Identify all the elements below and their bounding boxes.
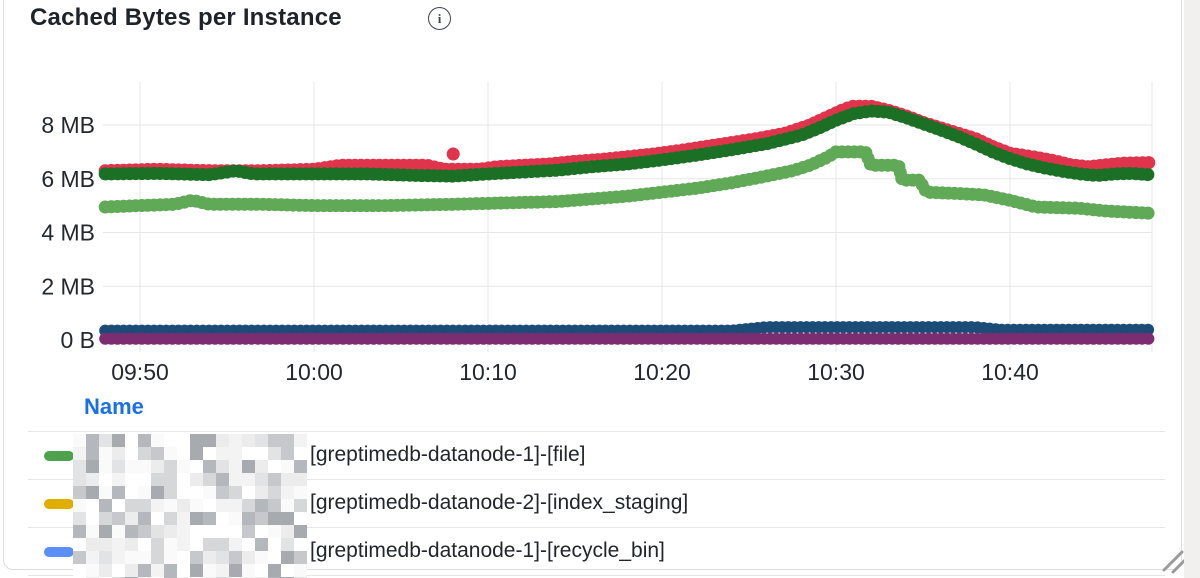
legend-row-separator <box>28 527 1165 528</box>
legend-series-dash <box>44 547 74 557</box>
legend-row-separator <box>28 575 1165 576</box>
panel-title: Cached Bytes per Instance <box>30 4 342 31</box>
legend-row[interactable]: [greptimedb-datanode-1]-[recycle_bin] <box>0 528 1180 576</box>
legend-series-label: [greptimedb-datanode-2]-[index_staging] <box>310 491 689 514</box>
legend-row[interactable]: [greptimedb-datanode-2]-[index_staging] <box>0 480 1180 528</box>
legend-series-dash <box>44 499 74 509</box>
page-background-strip <box>1184 0 1200 578</box>
legend-header-separator <box>28 431 1165 432</box>
legend-row-separator <box>28 479 1165 480</box>
series-line-dark-green[interactable] <box>98 104 1156 183</box>
legend-series-label: [greptimedb-datanode-1]-[file] <box>310 443 586 466</box>
legend-row[interactable]: [greptimedb-datanode-1]-[file] <box>0 432 1180 480</box>
redacted-text-mosaic <box>73 434 307 578</box>
series-line-navy[interactable] <box>99 321 1156 337</box>
legend-series-label: [greptimedb-datanode-1]-[recycle_bin] <box>310 539 665 562</box>
series-line-light-green[interactable] <box>98 145 1156 220</box>
resize-handle-icon[interactable] <box>1156 542 1188 576</box>
legend-name-header[interactable]: Name <box>84 394 144 419</box>
info-icon[interactable]: i <box>428 7 451 30</box>
legend-series-dash <box>44 451 74 461</box>
